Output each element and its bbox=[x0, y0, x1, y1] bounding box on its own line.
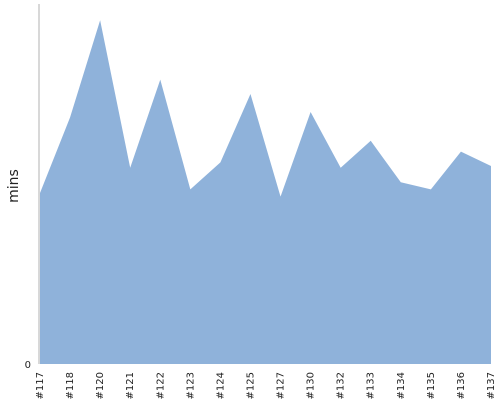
x-tick-label-130: #130 bbox=[306, 372, 317, 399]
x-tick-label-133: #133 bbox=[366, 372, 377, 399]
x-tick-label-121: #121 bbox=[125, 372, 136, 399]
y-tick-labels: 0 bbox=[25, 360, 31, 371]
area-series bbox=[40, 20, 491, 364]
x-tick-label-117: #117 bbox=[35, 372, 46, 399]
x-tick-label-120: #120 bbox=[95, 372, 106, 399]
x-tick-label-125: #125 bbox=[245, 372, 256, 399]
x-tick-label-118: #118 bbox=[65, 372, 76, 399]
x-tick-label-134: #134 bbox=[396, 372, 407, 399]
x-tick-label-123: #123 bbox=[185, 372, 196, 399]
x-tick-label-137: #137 bbox=[486, 372, 497, 399]
x-tick-label-135: #135 bbox=[426, 372, 437, 399]
x-tick-label-132: #132 bbox=[336, 372, 347, 399]
x-tick-label-122: #122 bbox=[155, 372, 166, 399]
y-axis-label: mins bbox=[6, 169, 22, 203]
x-tick-labels: #117 #118 #120 #121 #122 #123 #124 #125 #127 #130… bbox=[35, 372, 497, 399]
y-tick-label: 0 bbox=[25, 360, 31, 371]
x-tick-label-136: #136 bbox=[456, 372, 467, 399]
x-tick-label-127: #127 bbox=[276, 372, 287, 399]
x-tick-label-124: #124 bbox=[215, 372, 226, 399]
